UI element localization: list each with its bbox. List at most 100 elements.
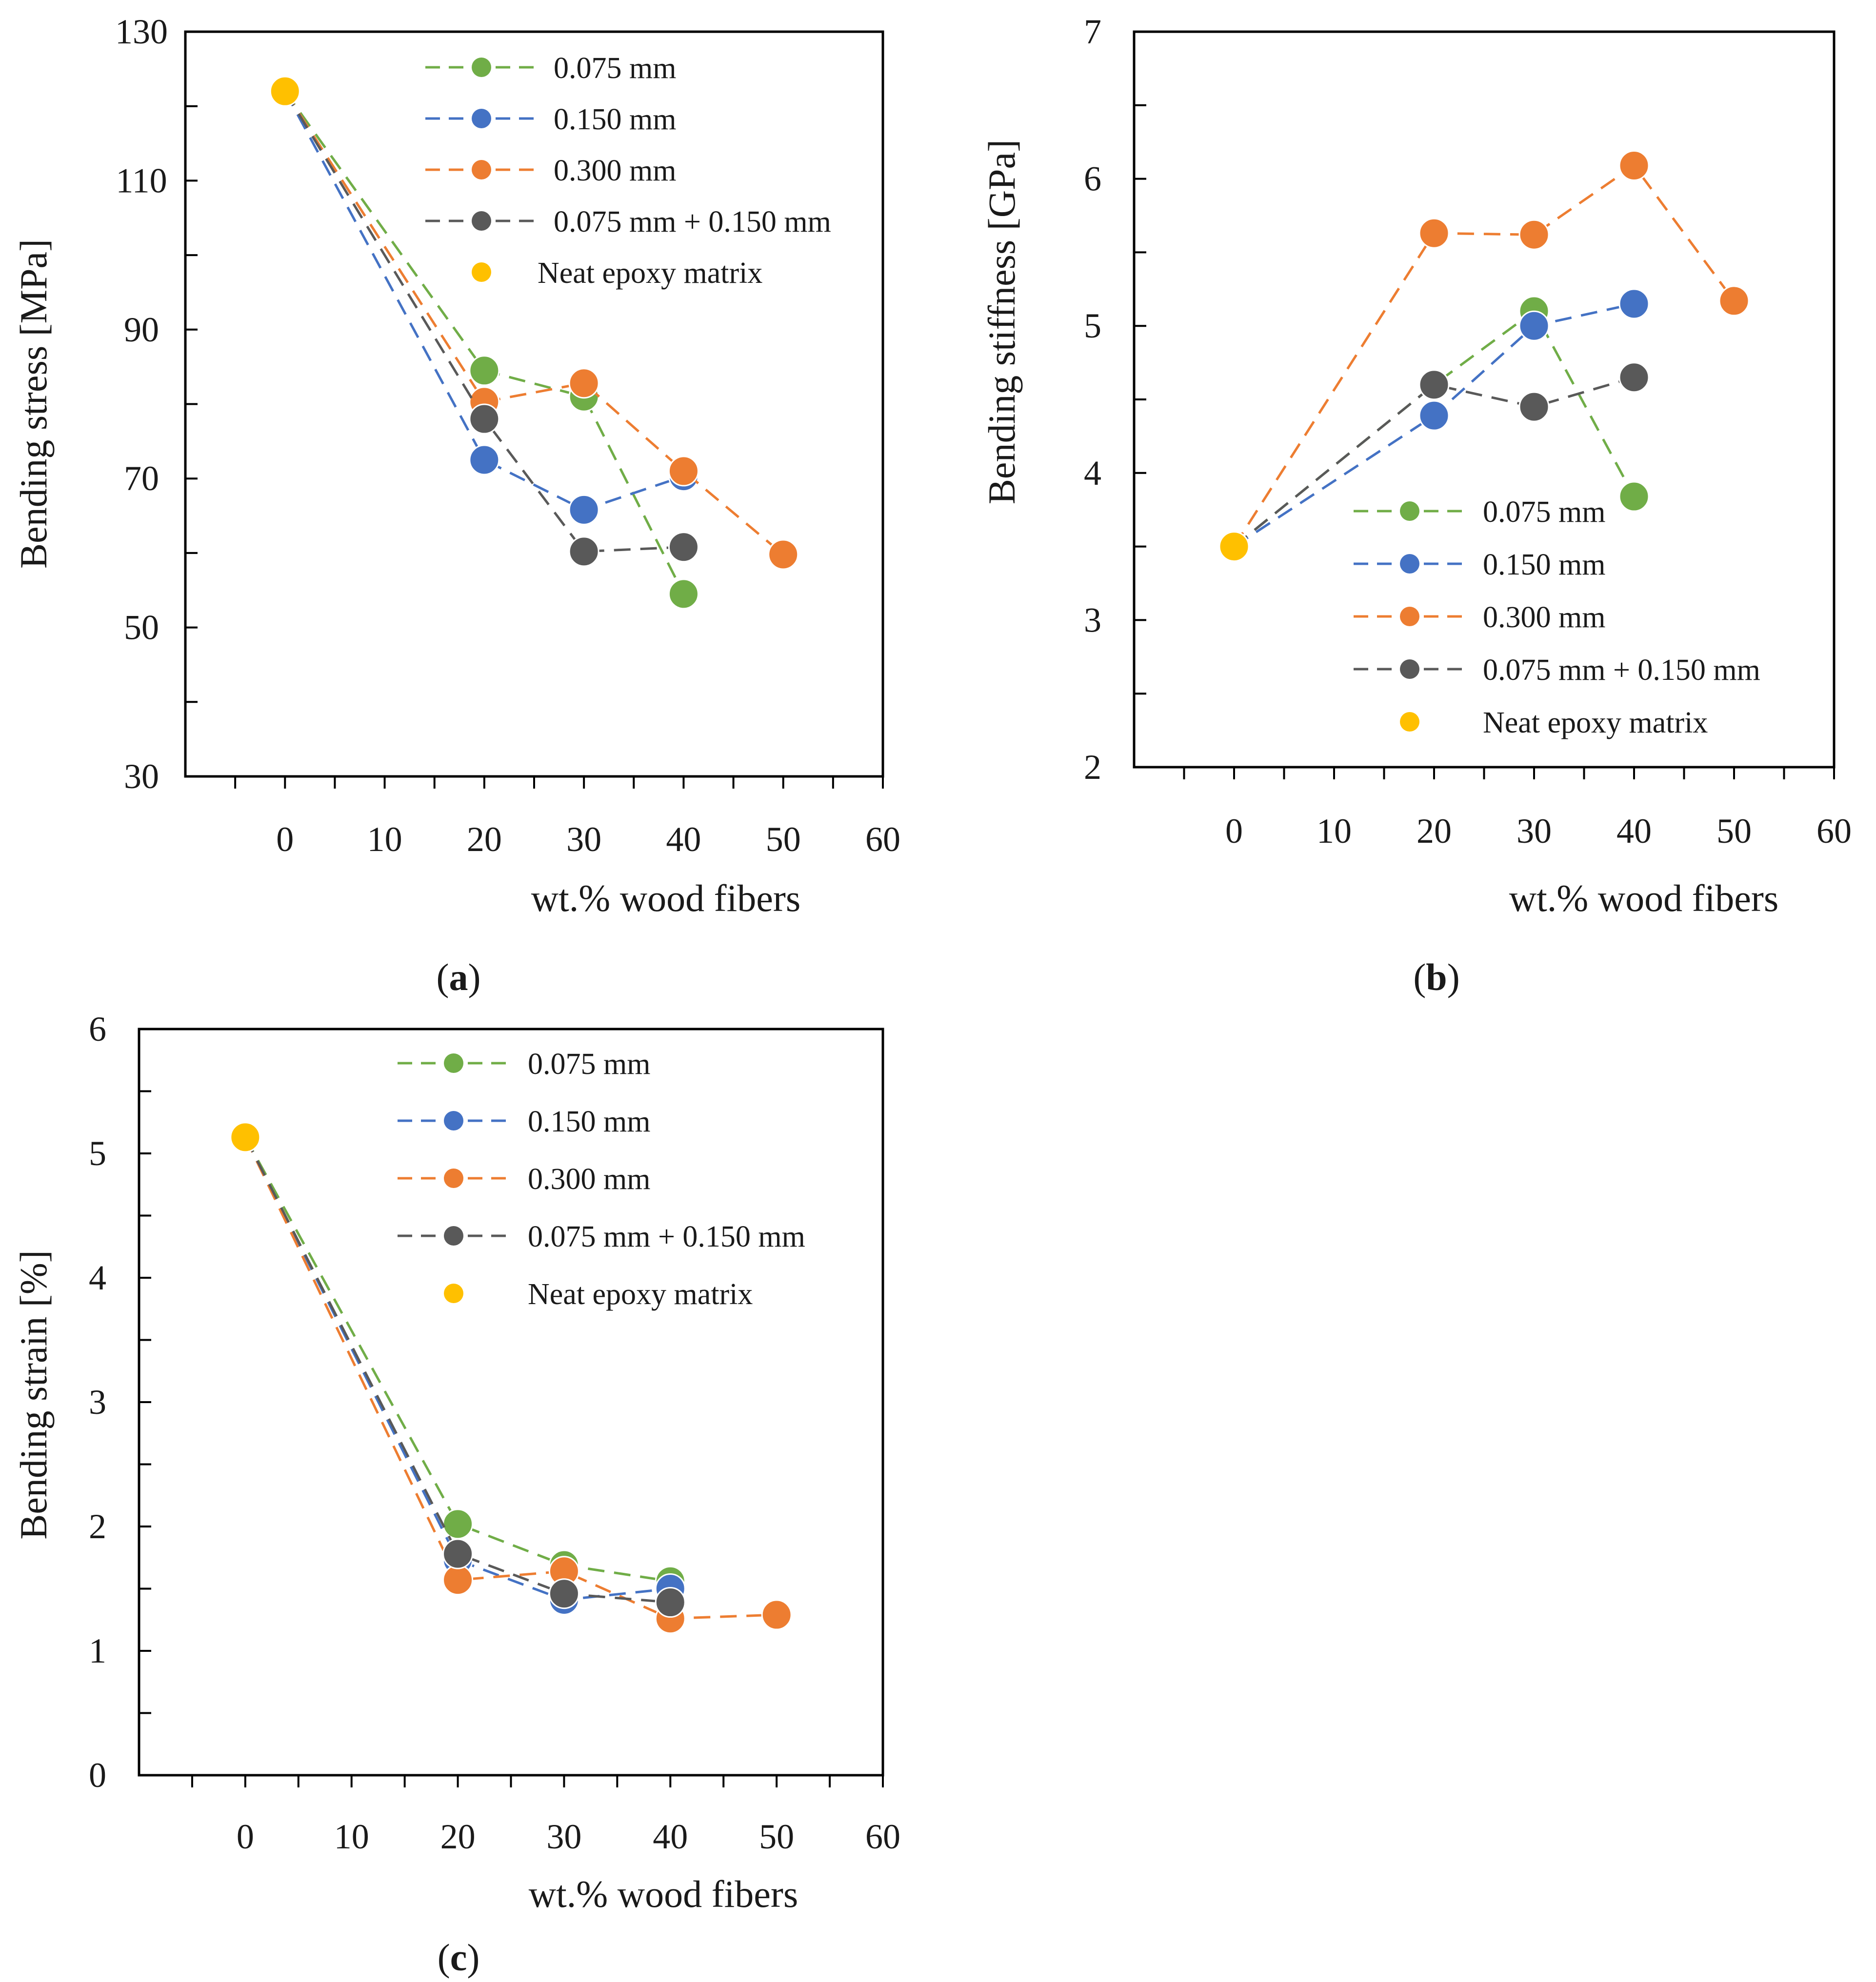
data-point [1718, 285, 1750, 317]
y-tick-label: 2 [89, 1507, 106, 1546]
y-tick-label: 5 [89, 1134, 106, 1173]
x-tick-label: 10 [367, 820, 402, 859]
panel-caption: (b) [1413, 956, 1459, 998]
x-tick-label: 0 [237, 1817, 254, 1856]
series-line [244, 1136, 777, 1620]
x-tick-label: 30 [546, 1817, 581, 1856]
data-point [1518, 391, 1550, 422]
x-tick-label: 50 [759, 1817, 794, 1856]
data-point [469, 444, 500, 476]
legend-label: 0.300 mm [554, 154, 676, 187]
x-tick-label: 60 [865, 820, 900, 859]
neat-epoxy-point [1218, 531, 1250, 562]
legend-marker [1400, 501, 1419, 521]
y-axis-title: Bending stiffness [GPa] [980, 139, 1023, 504]
y-axis-title: Bending strain [%] [12, 1250, 55, 1540]
legend-marker [444, 1169, 463, 1188]
series-line [284, 90, 684, 512]
data-point [1418, 369, 1450, 400]
legend-label: 0.075 mm [528, 1048, 650, 1081]
y-axis-title: Bending stress [MPa] [12, 239, 55, 569]
chart-c: 0 10 20 30 40 50 60 0 1 2 3 4 5 6 wt.% wood fibers Bend… [12, 1010, 900, 1979]
x-tick-label: 40 [653, 1817, 688, 1856]
x-tick-label: 40 [666, 820, 701, 859]
series-0-150-mm [1233, 288, 1650, 548]
legend-label: 0.150 mm [1483, 548, 1605, 581]
series-line [1233, 302, 1635, 548]
series-line [244, 1136, 671, 1604]
panel-caption: (a) [437, 956, 481, 998]
x-tick-label: 60 [1816, 812, 1852, 851]
legend-label: 0.075 mm + 0.150 mm [554, 205, 831, 238]
series-0-075-mm-0-150-mm [244, 1136, 686, 1618]
chart-a: 0 10 20 30 40 50 60 30 50 70 90 110 130 wt.% wood fib… [12, 12, 900, 998]
data-point [1518, 310, 1550, 341]
data-point [1518, 219, 1550, 250]
data-point [442, 1538, 474, 1569]
legend-marker [1400, 607, 1419, 626]
data-point [668, 532, 699, 563]
plot-frame [184, 30, 884, 778]
legend-marker [444, 1226, 463, 1246]
y-tick-label: 7 [1084, 12, 1101, 51]
legend-marker [472, 211, 491, 231]
data-point [469, 403, 500, 435]
x-tick-label: 0 [276, 820, 294, 859]
neat-epoxy-point [269, 76, 300, 107]
x-tick-label: 20 [1417, 812, 1452, 851]
data-point [1418, 400, 1450, 431]
x-tick-label: 30 [1517, 812, 1552, 851]
series-line [244, 1136, 671, 1583]
legend-label: 0.075 mm + 0.150 mm [1483, 654, 1760, 687]
series-0-300-mm [1233, 150, 1750, 547]
y-tick-label: 30 [124, 757, 159, 796]
legend-label: 0.075 mm + 0.150 mm [528, 1220, 805, 1253]
y-tick-label: 50 [124, 608, 159, 647]
legend-label-neat: Neat epoxy matrix [528, 1278, 753, 1311]
y-tick-label: 6 [1084, 159, 1101, 198]
data-point [1618, 362, 1650, 393]
x-tick-label: 50 [766, 820, 801, 859]
legend-label: 0.300 mm [528, 1163, 650, 1196]
data-point [442, 1565, 474, 1596]
y-tick-label: 110 [116, 161, 167, 200]
neat-epoxy-point [230, 1122, 261, 1153]
legend-label: 0.150 mm [528, 1105, 650, 1138]
y-tick-label: 5 [1084, 306, 1101, 345]
data-point [655, 1587, 686, 1618]
series-0-075-mm [244, 1136, 686, 1597]
chart-b: 0 10 20 30 40 50 60 2 3 4 5 6 7 wt.% wood fibers Bendi… [980, 12, 1852, 998]
y-tick-label: 130 [115, 12, 168, 51]
series-line [1233, 309, 1636, 548]
series-0-300-mm [284, 90, 799, 570]
data-point [761, 1599, 792, 1630]
y-tick-label: 90 [124, 310, 159, 349]
data-point [568, 494, 599, 525]
panel-caption-letter: a [449, 956, 468, 998]
legend-marker-neat [444, 1284, 463, 1303]
panel-caption: (c) [438, 1936, 480, 1979]
series-0-300-mm [244, 1136, 792, 1634]
legend-label-neat: Neat epoxy matrix [538, 257, 762, 290]
data-point [668, 456, 699, 487]
y-tick-label: 4 [1084, 454, 1101, 493]
y-tick-label: 70 [124, 459, 159, 498]
panel-caption-letter: c [450, 1936, 467, 1979]
legend-marker-neat [472, 262, 491, 282]
data-point [1618, 150, 1650, 181]
legend-label: 0.150 mm [554, 103, 676, 136]
legend: 0.075 mm 0.150 mm 0.300 mm 0.075 mm + 0.150… [1354, 496, 1760, 739]
x-tick-label: 30 [566, 820, 601, 859]
legend-label: 0.075 mm [554, 52, 676, 85]
data-point [768, 539, 799, 570]
x-tick-label: 0 [1225, 812, 1243, 851]
x-axis-title: wt.% wood fibers [531, 877, 800, 919]
legend-marker [444, 1111, 463, 1130]
data-point [469, 355, 500, 386]
legend-label: 0.300 mm [1483, 601, 1605, 634]
data-point [1618, 288, 1650, 319]
y-tick-label: 6 [89, 1010, 106, 1049]
series-line [284, 90, 784, 555]
legend: 0.075 mm 0.150 mm 0.300 mm 0.075 mm + 0.150… [398, 1048, 805, 1311]
